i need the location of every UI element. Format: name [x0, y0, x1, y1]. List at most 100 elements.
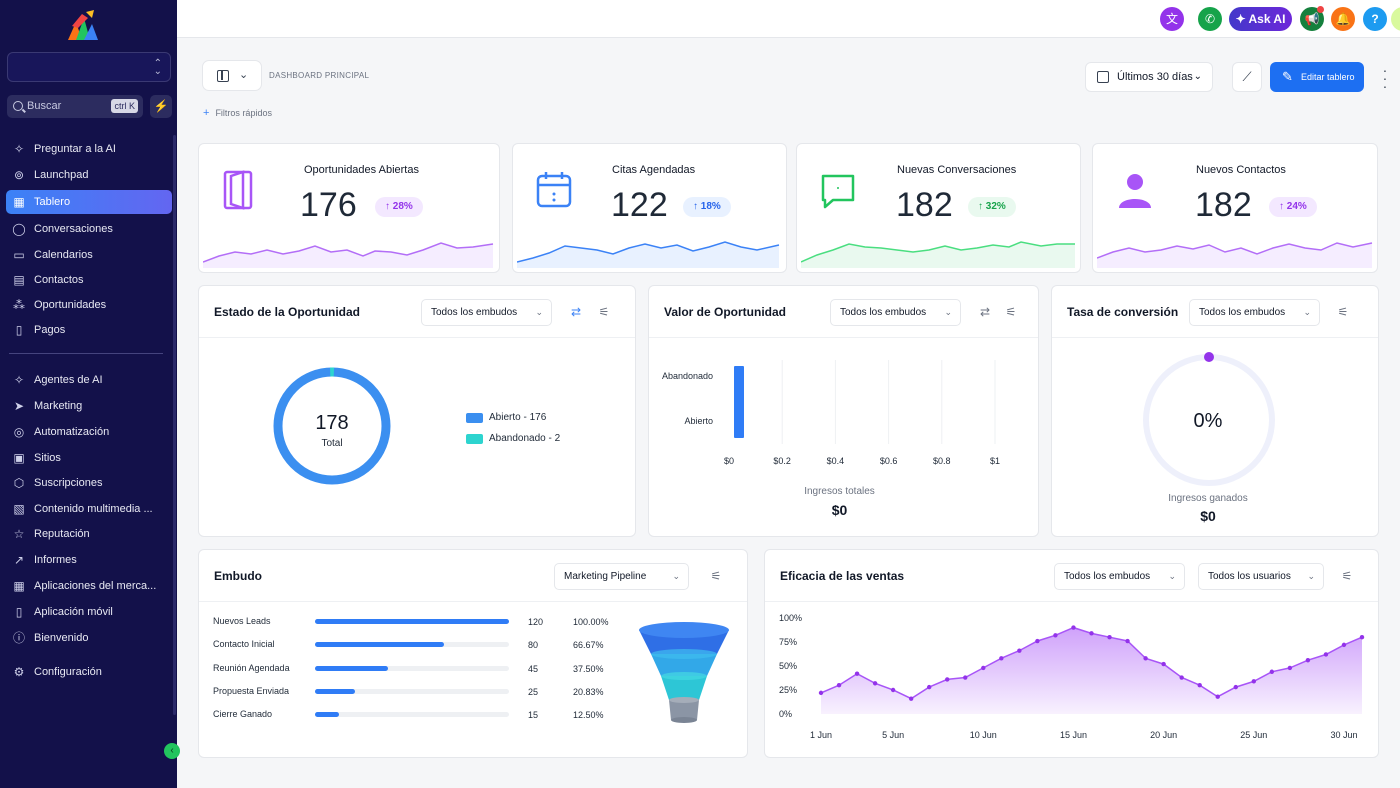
kpi-value: 182 — [896, 186, 953, 224]
sidebar-item-gear[interactable]: ⚙ Configuración — [6, 660, 172, 684]
date-range-select[interactable]: Últimos 30 días ⌄ — [1085, 62, 1213, 92]
data-point — [1215, 694, 1220, 699]
sidebar-item-label: Conversaciones — [34, 223, 113, 235]
data-point — [1143, 656, 1148, 661]
kpi-label: Citas Agendadas — [612, 164, 696, 176]
sidebar-item-sites[interactable]: ▣ Sitios — [6, 446, 172, 470]
sidebar-item-contacts[interactable]: ▤ Contactos — [6, 268, 172, 292]
chevron-down-icon: ⌄ — [1168, 571, 1176, 581]
calendar-icon — [1097, 71, 1109, 83]
pipeline-select[interactable]: Todos los embudos ⌄ — [1054, 563, 1185, 590]
pipeline-select[interactable]: Todos los embudos ⌄ — [421, 299, 552, 326]
phone-button[interactable]: ✆ — [1198, 7, 1222, 31]
funnel-stage-count: 45 — [528, 664, 539, 674]
sidebar-item-label: Contenido multimedia ... — [34, 503, 153, 515]
sidebar-item-payments[interactable]: ▯ Pagos — [6, 318, 172, 342]
settings-sliders-icon[interactable]: ⚟ — [598, 305, 610, 319]
brand-logo[interactable] — [64, 8, 102, 42]
conversion-rate-panel: Tasa de conversión Todos los embudos ⌄ ⚟ … — [1051, 285, 1379, 537]
kpi-change-badge: ↑ 24% — [1269, 197, 1317, 217]
funnel-stage-count: 80 — [528, 640, 539, 650]
x-tick-label: 5 Jun — [882, 730, 904, 740]
collapse-sidebar-button[interactable]: ‹ — [164, 743, 180, 759]
pipeline-select[interactable]: Todos los embudos ⌄ — [830, 299, 961, 326]
funnel-stage-name: Reunión Agendada — [213, 663, 290, 673]
sidebar-item-calendar[interactable]: ▭ Calendarios — [6, 243, 172, 267]
panel-title: Eficacia de las ventas — [780, 569, 905, 583]
pipeline-select-value: Todos los embudos — [1064, 571, 1151, 582]
help-button[interactable]: ? — [1363, 7, 1387, 31]
sidebar-item-media[interactable]: ▧ Contenido multimedia ... — [6, 497, 172, 521]
sidebar-item-info[interactable]: ⓘ Bienvenido — [6, 626, 172, 650]
sidebar-item-mobile[interactable]: ▯ Aplicación móvil — [6, 600, 172, 624]
door-icon — [223, 170, 253, 210]
swap-icon[interactable]: ⇄ — [570, 305, 582, 319]
sidebar-item-dashboard[interactable]: ▦ Tablero — [6, 190, 172, 214]
y-category-label: Abandonado — [662, 371, 713, 381]
send-icon: ➤ — [13, 399, 25, 413]
translate-button[interactable]: 文 — [1160, 7, 1184, 31]
data-point — [1323, 652, 1329, 657]
sidebar-item-subscriptions[interactable]: ⬡ Suscripciones — [6, 471, 172, 495]
funnel-stage-percent: 20.83% — [573, 687, 604, 697]
magic-wand-button[interactable]: ⟋ — [1232, 62, 1262, 92]
search-shortcut: ctrl K — [111, 99, 138, 113]
sidebar-scrollbar[interactable] — [173, 135, 176, 715]
value-bar — [734, 366, 744, 438]
pipeline-select[interactable]: Todos los embudos ⌄ — [1189, 299, 1320, 326]
swap-icon[interactable]: ⇄ — [979, 305, 991, 319]
panel-title: Estado de la Oportunidad — [214, 305, 361, 319]
sidebar-item-star[interactable]: ☆ Reputación — [6, 522, 172, 546]
pipeline-select[interactable]: Marketing Pipeline ⌄ — [554, 563, 689, 590]
kpi-label: Nuevas Conversaciones — [897, 164, 1017, 176]
sidebar-item-automation[interactable]: ◎ Automatización — [6, 420, 172, 444]
quick-actions-button[interactable]: ⚡ — [150, 95, 172, 118]
data-point — [1125, 638, 1130, 644]
data-point — [1269, 669, 1275, 674]
users-select[interactable]: Todos los usuarios ⌄ — [1198, 563, 1324, 590]
translate-icon: 文 — [1165, 12, 1178, 26]
sidebar-item-reports[interactable]: ↗ Informes — [6, 548, 172, 572]
sidebar-item-opportunities[interactable]: ⁂ Oportunidades — [6, 293, 172, 317]
sidebar-item-send[interactable]: ➤ Marketing — [6, 394, 172, 418]
conversion-gauge — [1143, 352, 1275, 486]
more-options-button[interactable]: · · · — [1378, 63, 1392, 93]
sidebar-item-sparkle[interactable]: ✧ Preguntar a la AI — [6, 137, 172, 161]
kpi-sparkline — [203, 242, 494, 268]
user-avatar[interactable] — [1391, 7, 1400, 31]
sparkle-icon: ✦ — [1235, 12, 1249, 26]
plus-icon: + — [203, 107, 210, 119]
settings-sliders-icon[interactable]: ⚟ — [1337, 305, 1349, 319]
settings-sliders-icon[interactable]: ⚟ — [1341, 569, 1353, 583]
ask-ai-button[interactable]: ✦ Ask AI — [1229, 7, 1292, 31]
y-tick-label: 50% — [779, 661, 797, 671]
sidebar-item-chat[interactable]: ◯ Conversaciones — [6, 217, 172, 241]
date-range-label: Últimos 30 días — [1117, 71, 1193, 83]
quick-filters-button[interactable]: + Filtros rápidos — [203, 107, 272, 119]
data-point — [1161, 661, 1166, 667]
notifications-button[interactable]: 🔔 — [1331, 7, 1355, 31]
settings-sliders-icon[interactable]: ⚟ — [710, 569, 722, 583]
sidebar-item-launchpad[interactable]: ⊚ Launchpad — [6, 163, 172, 187]
phone-icon: ✆ — [1204, 12, 1216, 26]
funnel-bar-track — [315, 689, 509, 694]
funnel-bar-track — [315, 642, 509, 647]
panel-divider — [199, 601, 747, 602]
search-icon — [13, 101, 23, 111]
settings-sliders-icon[interactable]: ⚟ — [1005, 305, 1017, 319]
layout-icon — [217, 70, 229, 82]
data-point — [1179, 675, 1184, 680]
kpi-value: 122 — [611, 186, 668, 224]
chat-icon: ◯ — [12, 222, 26, 236]
sidebar-item-ai-agents[interactable]: ✧ Agentes de AI — [6, 368, 172, 392]
data-point — [836, 683, 842, 688]
megaphone-icon: 📢 — [1304, 12, 1320, 26]
sidebar-item-label: Oportunidades — [34, 299, 107, 311]
sidebar-item-apps[interactable]: ▦ Aplicaciones del merca... — [6, 574, 172, 598]
gear-icon: ⚙ — [13, 665, 25, 679]
search-input[interactable]: Buscar ctrl K — [7, 95, 143, 118]
funnel-stage-name: Nuevos Leads — [213, 616, 271, 626]
edit-dashboard-button[interactable]: ✎ Editar tablero — [1270, 62, 1364, 92]
location-switcher[interactable]: ⌃ ⌄ — [7, 52, 171, 82]
layout-switcher-button[interactable]: ⌄ — [202, 60, 262, 91]
